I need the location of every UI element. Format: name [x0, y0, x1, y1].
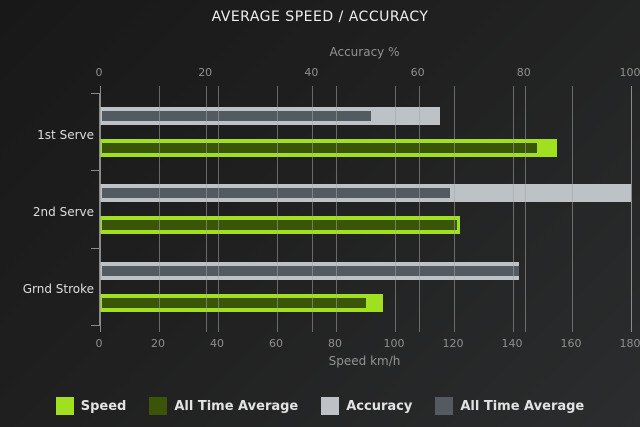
bar-speed-avg-1st-serve [102, 143, 537, 153]
y-axis-group-tick [91, 325, 100, 326]
category-label-grnd-stroke: Grnd Stroke [22, 282, 94, 296]
bottom-tick-label-40: 40 [210, 337, 224, 350]
chart-title: AVERAGE SPEED / ACCURACY [211, 9, 429, 25]
y-axis-group-tick [91, 93, 100, 94]
gridline-speed-80 [336, 86, 337, 332]
plot-area [91, 86, 632, 332]
bottom-tick-label-180: 180 [619, 337, 640, 350]
bar-accuracy-avg-grnd-stroke [102, 266, 519, 276]
top-tick-label-100: 100 [619, 66, 640, 79]
legend-item-accuracy-accuracy: Accuracy [321, 397, 412, 415]
gridline-speed-40 [218, 86, 219, 332]
legend-item-speed-speed: Speed [55, 397, 127, 415]
gridline-speed-20 [159, 86, 160, 332]
legend-label: Accuracy [346, 398, 413, 414]
top-axis-label: Accuracy % [329, 45, 400, 59]
legend-label: All Time Average [460, 398, 585, 414]
category-label-1st-serve: 1st Serve [37, 128, 94, 142]
bar-speed-avg-2nd-serve [102, 220, 457, 230]
category-label-2nd-serve: 2nd Serve [32, 205, 94, 219]
gridline-speed-120 [454, 86, 455, 332]
bottom-tick-label-80: 80 [328, 337, 342, 350]
legend-swatch-accuracy-avg [435, 397, 454, 415]
legend-label: All Time Average [174, 398, 299, 414]
gridline-speed-180 [631, 86, 632, 332]
bottom-tick-label-0: 0 [95, 337, 103, 350]
top-tick-label-40: 40 [304, 66, 319, 79]
gridline-accuracy-60 [419, 86, 420, 332]
top-tick-label-80: 80 [516, 66, 531, 79]
bottom-axis-label: Speed km/h [328, 354, 401, 368]
gridline-speed-0 [100, 86, 101, 332]
legend-swatch-speed-main [55, 397, 74, 415]
bar-speed-avg-grnd-stroke [102, 298, 366, 308]
gridline-speed-140 [513, 86, 514, 332]
gridline-accuracy-40 [312, 86, 313, 332]
gridline-speed-60 [277, 86, 278, 332]
bottom-tick-label-100: 100 [383, 337, 405, 350]
legend-swatch-speed-avg [149, 397, 168, 415]
bottom-tick-label-60: 60 [269, 337, 283, 350]
gridline-speed-160 [572, 86, 573, 332]
bottom-tick-label-20: 20 [151, 337, 165, 350]
gridline-accuracy-80 [525, 86, 526, 332]
bottom-tick-label-160: 160 [560, 337, 582, 350]
top-tick-label-60: 60 [410, 66, 425, 79]
gridline-speed-100 [395, 86, 396, 332]
y-axis-group-tick [91, 170, 100, 171]
gridline-accuracy-20 [206, 86, 207, 332]
bottom-tick-label-140: 140 [501, 337, 523, 350]
legend: Speed All Time Average Accuracy All Time Av… [0, 397, 640, 415]
bottom-tick-label-120: 120 [442, 337, 464, 350]
y-axis-group-tick [91, 248, 100, 249]
top-tick-label-20: 20 [198, 66, 213, 79]
bar-accuracy-avg-2nd-serve [102, 188, 450, 198]
bar-accuracy-avg-1st-serve [102, 111, 371, 121]
top-tick-label-0: 0 [95, 66, 103, 79]
legend-item-accuracy-all-time-average: All Time Average [435, 397, 584, 415]
legend-label: Speed [80, 398, 127, 414]
legend-item-speed-all-time-average: All Time Average [149, 397, 298, 415]
legend-swatch-accuracy-main [321, 397, 340, 415]
